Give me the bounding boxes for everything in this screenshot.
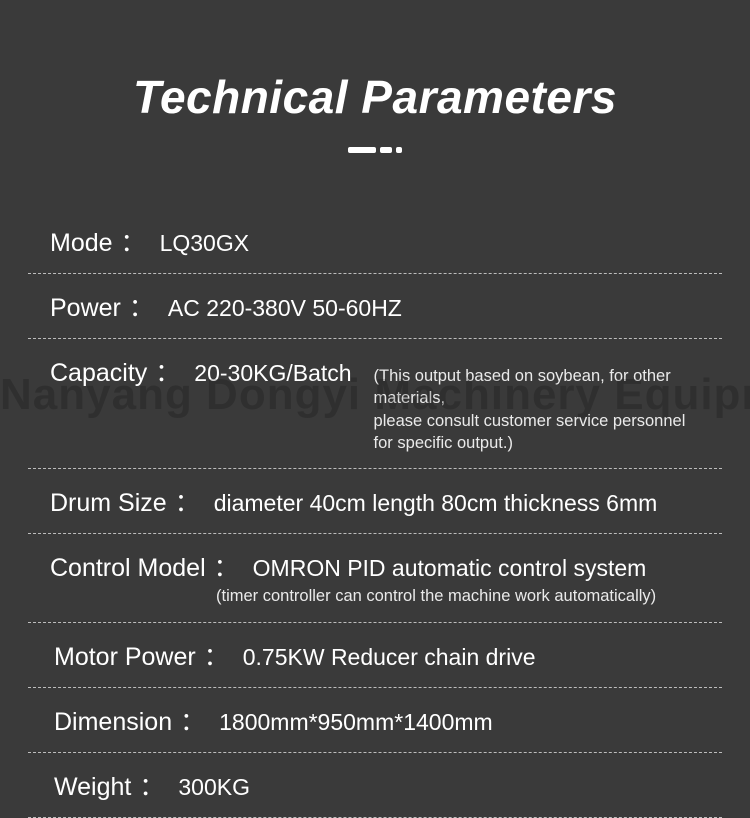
header: Technical Parameters xyxy=(0,0,750,154)
page-title: Technical Parameters xyxy=(0,70,750,124)
value-dimension: 1800mm*950mm*1400mm xyxy=(219,709,493,736)
row-motor-power: Motor Power： 0.75KW Reducer chain drive xyxy=(28,623,722,688)
row-drum-size: Drum Size： diameter 40cm length 80cm thi… xyxy=(28,469,722,534)
value-capacity: 20-30KG/Batch xyxy=(194,360,351,387)
parameters-list: Mode： LQ30GX Power： AC 220-380V 50-60HZ … xyxy=(28,209,722,818)
value-motor-power: 0.75KW Reducer chain drive xyxy=(243,644,536,671)
row-mode: Mode： LQ30GX xyxy=(28,209,722,274)
value-drum-size: diameter 40cm length 80cm thickness 6mm xyxy=(214,490,658,517)
row-dimension: Dimension： 1800mm*950mm*1400mm xyxy=(28,688,722,753)
label-control-model: Control Model xyxy=(50,554,206,583)
label-power: Power xyxy=(50,294,121,323)
label-drum-size: Drum Size xyxy=(50,489,167,518)
row-capacity: Capacity： 20-30KG/Batch (This output bas… xyxy=(28,339,722,469)
value-weight: 300KG xyxy=(178,774,250,801)
row-power: Power： AC 220-380V 50-60HZ xyxy=(28,274,722,339)
label-dimension: Dimension xyxy=(54,708,172,737)
label-weight: Weight xyxy=(54,773,131,802)
note-capacity: (This output based on soybean, for other… xyxy=(374,363,700,454)
value-mode: LQ30GX xyxy=(160,230,250,257)
label-motor-power: Motor Power xyxy=(54,643,196,672)
value-power: AC 220-380V 50-60HZ xyxy=(168,295,402,322)
row-weight: Weight： 300KG xyxy=(28,753,722,818)
title-divider xyxy=(345,146,405,154)
value-control-model: OMRON PID automatic control system xyxy=(253,555,647,582)
note-control-model: (timer controller can control the machin… xyxy=(216,587,656,605)
label-capacity: Capacity xyxy=(50,359,147,388)
label-mode: Mode xyxy=(50,229,113,258)
row-control-model: Control Model： OMRON PID automatic contr… xyxy=(28,534,722,622)
